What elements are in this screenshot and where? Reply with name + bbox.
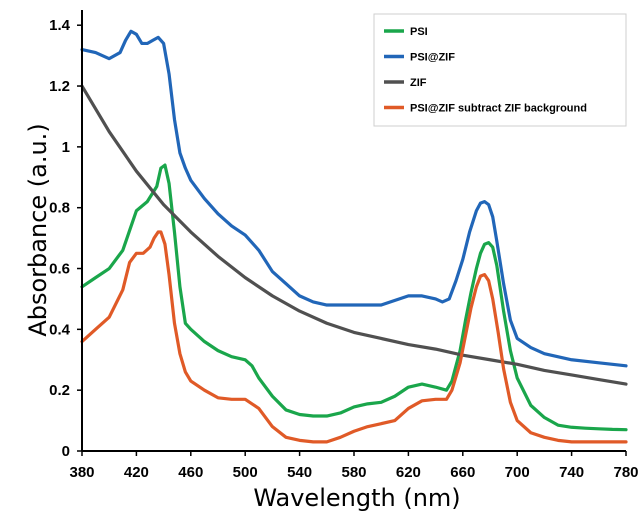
x-tick-label: 700 [505,464,530,481]
y-tick-label: 1.2 [49,78,70,95]
legend-label-2: PSI@ZIF [410,52,455,64]
x-tick-label: 660 [450,464,475,481]
x-tick-label: 500 [233,464,258,481]
series-line-4 [80,230,628,444]
series-line-3 [80,84,628,386]
y-tick-label: 0.4 [49,321,71,338]
y-tick-label: 0 [62,443,70,460]
y-tick-label: 1.4 [49,17,71,34]
x-tick-label: 540 [287,464,312,481]
series-line-2 [80,29,628,368]
y-tick-label: 0.2 [49,382,70,399]
legend: PSI PSI@ZIF ZIF PSI@ZIF subtract ZIF backgr… [373,13,627,127]
y-tick-label: 0.8 [49,200,70,217]
y-tick-label: 1 [62,139,70,156]
legend-label-3: ZIF [410,77,427,89]
legend-box [373,13,627,127]
x-tick-label: 740 [559,464,584,481]
legend-label-1: PSI [410,26,428,38]
x-tick-label: 380 [69,464,94,481]
series-line-1 [80,163,628,432]
y-tick-label: 0.6 [49,261,70,278]
x-tick-label: 420 [124,464,149,481]
legend-label-4: PSI@ZIF subtract ZIF background [410,103,587,115]
x-tick-label: 620 [396,464,421,481]
x-axis-title: Wavelength (nm) [253,484,460,512]
x-tick-label: 580 [341,464,366,481]
x-tick-label: 460 [178,464,203,481]
ticks-layer: 380 420 460 500 540 580 620 660 700 740 780 0 0.2 0.4… [49,17,638,481]
series-layer [80,29,628,444]
y-axis-title: Absorbance (a.u.) [24,123,52,336]
x-tick-label: 780 [613,464,638,481]
